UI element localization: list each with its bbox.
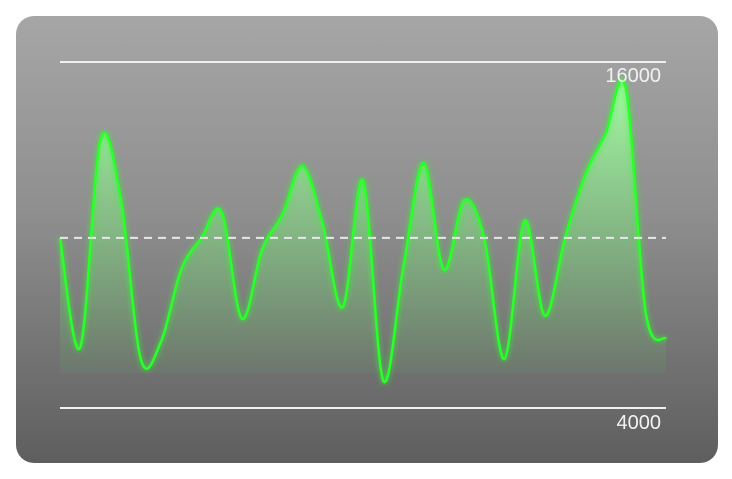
y-max-label: 16000 [605,65,661,87]
series-area [60,79,666,383]
chart-panel: 16000 4000 [16,16,718,463]
chart-plot [58,61,667,409]
y-min-label: 4000 [616,412,662,434]
